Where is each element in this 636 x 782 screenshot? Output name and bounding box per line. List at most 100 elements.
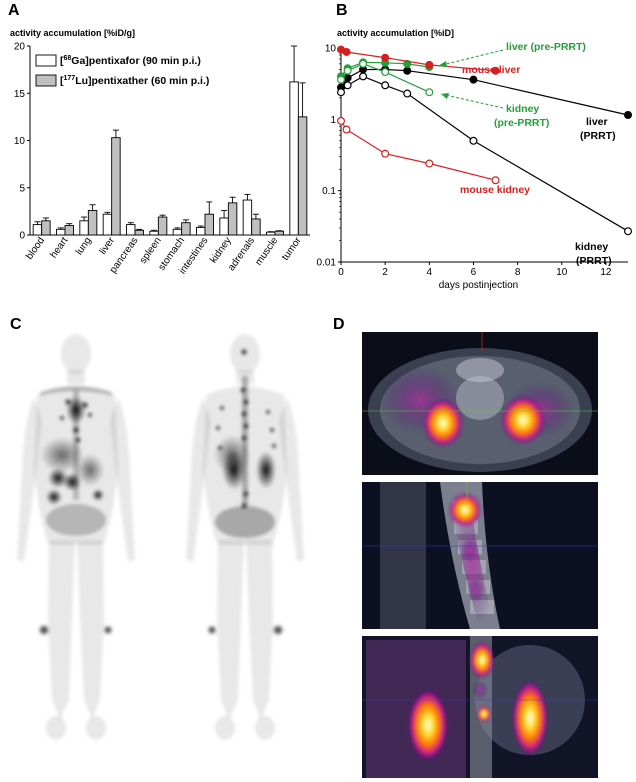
- panel-a-x-tick-label: tumor: [280, 235, 304, 263]
- legend-entry-prefix: [: [60, 75, 64, 87]
- panel-a-y-tick-label: 5: [19, 183, 25, 194]
- series-point-mouse-liver: [381, 53, 390, 62]
- panel-a-x-tick-label: liver: [98, 235, 118, 257]
- bar-ga68-heart: [56, 228, 66, 236]
- series-point-mouse-liver: [425, 60, 434, 69]
- annotation-kidney-prrt-line2: (PRRT): [576, 255, 612, 267]
- panel-b-x-tick-label: 0: [338, 267, 344, 278]
- series-point-liver-prrt: [403, 66, 412, 75]
- series-point-mouse-kidney: [342, 125, 351, 134]
- series-point-kidney-pre: [343, 66, 352, 75]
- panel-b-x-tick-label: 8: [515, 267, 521, 278]
- bar-lu177-heart: [64, 225, 74, 236]
- bar-ga68-blood: [32, 224, 43, 236]
- series-point-liver-prrt: [623, 111, 632, 120]
- series-point-kidney-prrt: [469, 136, 478, 145]
- panel-b-x-tick-label: 2: [382, 267, 388, 278]
- panel-b-y-tick-label: 10: [325, 44, 337, 55]
- panel-letter-c: C: [10, 316, 22, 333]
- annotation-liver-pre-prrt: liver (pre-PRRT): [506, 41, 586, 53]
- series-line-liver-prrt: [340, 68, 629, 116]
- legend-entry-name: Ga]pentixafor (90 min p.i.): [71, 55, 201, 67]
- bar-lu177-muscle: [274, 230, 284, 236]
- panel-a-x-tick-label: lung: [74, 235, 94, 257]
- panel-a-y-tick-label: 0: [19, 231, 25, 242]
- panel-b-x-tick-label: 6: [471, 267, 477, 278]
- bar-ga68-intestines: [196, 226, 206, 236]
- series-point-kidney-prrt: [343, 81, 352, 90]
- annotation-liver-prrt-line1: liver: [586, 116, 608, 128]
- series-point-kidney-prrt: [337, 88, 346, 97]
- annotation-mouse-kidney: mouse kidney: [460, 184, 530, 196]
- panel-letter-a: A: [8, 2, 20, 19]
- panel-c-whole-body-scans: [17, 334, 304, 740]
- panel-a-bar-chart: activity accumulation [%iD/g] 0 5 10 15 20 bl…: [10, 28, 310, 276]
- bar-lu177-stomach: [181, 222, 191, 236]
- annotation-kidney-pre-prrt-line1: kidney: [506, 103, 539, 115]
- series-point-mouse-liver: [491, 66, 500, 75]
- panel-b-y-tick-label: 0.01: [317, 258, 337, 269]
- spect-ct-sagittal-slice: [362, 482, 598, 629]
- spect-ct-coronal-slice: [362, 636, 598, 778]
- legend-entry-name: Lu]pentixather (60 min p.i.): [75, 75, 209, 87]
- panel-a-y-tick-label: 15: [14, 89, 26, 100]
- panel-b-x-axis-label: days postinjection: [439, 280, 519, 291]
- legend-entry: [68Ga]pentixafor (90 min p.i.): [60, 55, 201, 67]
- bar-lu177-intestines: [204, 213, 214, 236]
- legend-entry-prefix: [: [60, 55, 64, 67]
- series-point-mouse-kidney: [381, 149, 390, 158]
- bar-lu177-pancreas: [134, 229, 144, 236]
- bar-lu177-lung: [87, 209, 98, 236]
- series-point-kidney-prrt: [381, 81, 390, 90]
- arrowhead-kidney-pre-prrt: [441, 93, 449, 99]
- bar-lu177-liver: [111, 137, 121, 236]
- annotation-mouse-liver: mouse liver: [462, 64, 520, 76]
- bar-ga68-kidney: [219, 217, 229, 236]
- bar-ga68-pancreas: [126, 224, 136, 236]
- bar-ga68-tumor: [289, 81, 299, 236]
- legend-swatch: [35, 54, 57, 67]
- spect-ct-axial-slice: [362, 332, 598, 475]
- panel-d-spect-ct-images: [362, 332, 598, 778]
- panel-a-legend: [68Ga]pentixafor (90 min p.i.)[177Lu]pen…: [35, 54, 209, 87]
- annotation-kidney-prrt-line1: kidney: [575, 241, 608, 253]
- bar-ga68-lung: [79, 220, 89, 236]
- arrowhead-liver-pre-prrt: [438, 61, 447, 67]
- bar-lu177-kidney: [227, 202, 238, 236]
- series-point-kidney-prrt: [403, 89, 412, 98]
- legend-entry: [177Lu]pentixather (60 min p.i.): [60, 75, 209, 87]
- series-point-mouse-kidney: [337, 116, 346, 125]
- panel-b-x-tick-label: 4: [427, 267, 433, 278]
- series-point-mouse-kidney: [425, 159, 434, 168]
- panel-b-x-tick-label: 10: [556, 267, 568, 278]
- bar-lu177-blood: [41, 220, 51, 236]
- panel-a-y-tick-label: 20: [14, 42, 26, 53]
- panel-b-y-tick-label: 0.1: [322, 186, 336, 197]
- panel-b-line-chart: activity accumulation [%iD] 0.01 0.1 1 10 0 2…: [317, 28, 632, 291]
- panel-a-x-tick-label: heart: [48, 235, 70, 260]
- series-point-kidney-pre: [359, 59, 368, 68]
- panel-a-y-tick-label: 10: [14, 136, 26, 147]
- series-point-kidney-pre: [381, 68, 390, 77]
- annotation-liver-prrt-line2: (PRRT): [580, 130, 616, 142]
- panel-letter-b: B: [336, 2, 348, 19]
- series-point-kidney-pre: [337, 75, 346, 84]
- legend-swatch: [35, 74, 57, 87]
- legend-entry-isotope: 177: [64, 75, 76, 82]
- series-point-mouse-liver: [342, 47, 351, 56]
- panel-a-x-tick-label: blood: [24, 235, 47, 261]
- bar-ga68-stomach: [172, 228, 183, 236]
- series-point-kidney-prrt: [623, 227, 632, 236]
- series-line-mouse-kidney: [340, 120, 496, 181]
- bar-ga68-muscle: [266, 231, 276, 236]
- series-point-kidney-prrt: [359, 72, 368, 81]
- panel-a-bars: [32, 45, 308, 236]
- panel-b-series: [337, 45, 632, 236]
- panel-letter-d: D: [333, 316, 345, 333]
- bar-ga68-spleen: [149, 230, 159, 236]
- legend-entry-isotope: 68: [64, 55, 72, 62]
- panel-b-annotations: liver (pre-PRRT) mouse liver kidney (pre…: [437, 41, 616, 267]
- whole-body-scan-posterior: [186, 334, 304, 740]
- annotation-kidney-pre-prrt-line2: (pre-PRRT): [494, 117, 549, 129]
- series-point-mouse-kidney: [491, 176, 500, 185]
